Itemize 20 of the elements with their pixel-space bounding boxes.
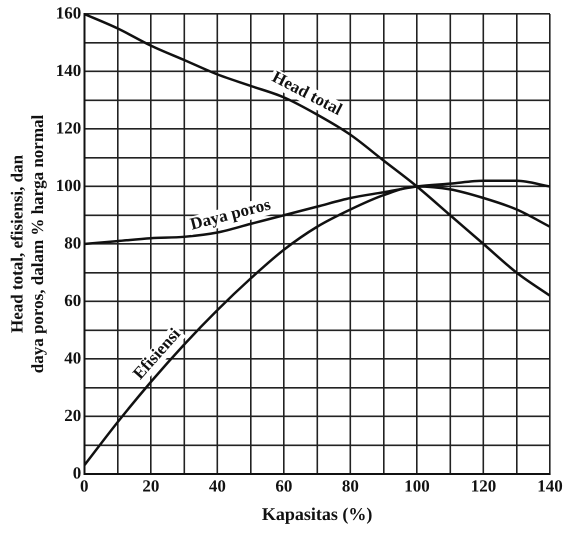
y-tick-label: 100 bbox=[56, 176, 82, 195]
x-axis-title: Kapasitas (%) bbox=[262, 504, 372, 524]
y-tick-label: 140 bbox=[56, 60, 82, 80]
text: Daya poros bbox=[188, 194, 273, 234]
x-tick-label: 60 bbox=[275, 476, 292, 496]
y-tick-label: 20 bbox=[64, 406, 82, 425]
x-tick-label: 20 bbox=[142, 476, 160, 496]
x-tick-label: 80 bbox=[342, 476, 359, 496]
y-tick-label: 120 bbox=[56, 118, 82, 138]
y-tick-label: 60 bbox=[64, 290, 82, 310]
y-tick-label: 80 bbox=[64, 233, 82, 252]
text: Head total bbox=[269, 67, 346, 120]
x-tick-label: 100 bbox=[404, 476, 430, 496]
x-tick-label: 40 bbox=[208, 476, 226, 496]
y-tick-label: 40 bbox=[64, 348, 82, 368]
y-tick-label: 0 bbox=[72, 463, 82, 482]
y-axis-title: Head total, efisiensi, dan daya poros, dalam % harga normal bbox=[8, 114, 47, 374]
y-tick-label: 160 bbox=[56, 3, 82, 22]
x-tick-label: 140 bbox=[537, 476, 563, 496]
x-tick-label: 120 bbox=[470, 476, 496, 496]
